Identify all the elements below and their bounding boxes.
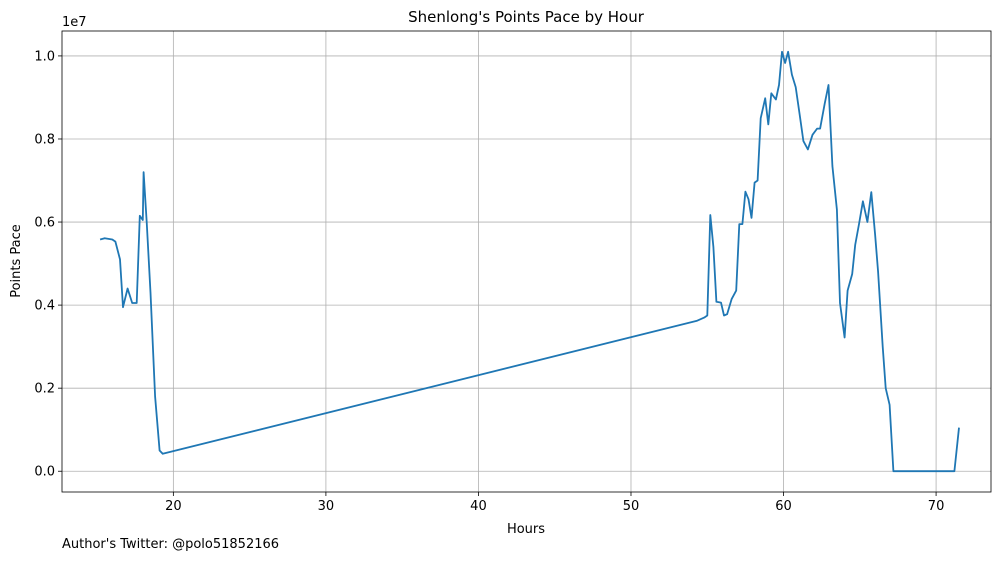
chart-title: Shenlong's Points Pace by Hour (408, 8, 645, 26)
y-tick-label: 0.8 (34, 132, 55, 147)
y-axis-offset-label: 1e7 (62, 15, 87, 30)
x-tick-label: 60 (775, 499, 792, 514)
plot-frame (61, 30, 992, 493)
x-tick-label: 40 (470, 499, 487, 514)
x-tick-label: 20 (165, 499, 182, 514)
y-axis-label: Points Pace (9, 224, 24, 298)
points-pace-line (99, 50, 960, 473)
author-twitter-caption: Author's Twitter: @polo51852166 (62, 537, 280, 552)
y-tick-label: 0.0 (34, 465, 55, 480)
y-axis: 0.0 0.2 0.4 0.6 0.8 1.0 (34, 49, 62, 480)
y-tick-label: 0.4 (34, 299, 55, 314)
x-axis-label: Hours (507, 522, 545, 537)
y-tick-label: 1.0 (34, 49, 55, 64)
x-axis: 20 30 40 50 60 70 (165, 492, 944, 514)
x-tick-label: 50 (623, 499, 640, 514)
y-tick-label: 0.6 (34, 216, 55, 231)
y-tick-label: 0.2 (34, 382, 55, 397)
x-tick-label: 30 (318, 499, 335, 514)
x-tick-label: 70 (928, 499, 945, 514)
series-layer (99, 50, 960, 473)
grid (62, 31, 991, 492)
